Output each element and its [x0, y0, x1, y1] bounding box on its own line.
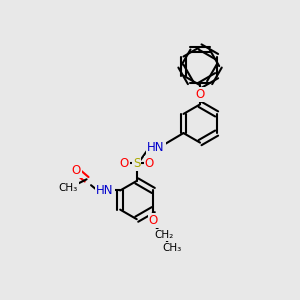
Text: O: O: [149, 214, 158, 227]
Text: O: O: [120, 157, 129, 170]
Text: O: O: [72, 164, 81, 177]
Text: HN: HN: [147, 141, 165, 154]
Text: HN: HN: [96, 184, 114, 197]
Text: S: S: [133, 157, 140, 170]
Text: CH₂: CH₂: [154, 230, 173, 240]
Text: O: O: [145, 157, 154, 170]
Text: CH₃: CH₃: [163, 243, 182, 253]
Text: O: O: [195, 88, 205, 101]
Text: CH₃: CH₃: [59, 183, 78, 193]
